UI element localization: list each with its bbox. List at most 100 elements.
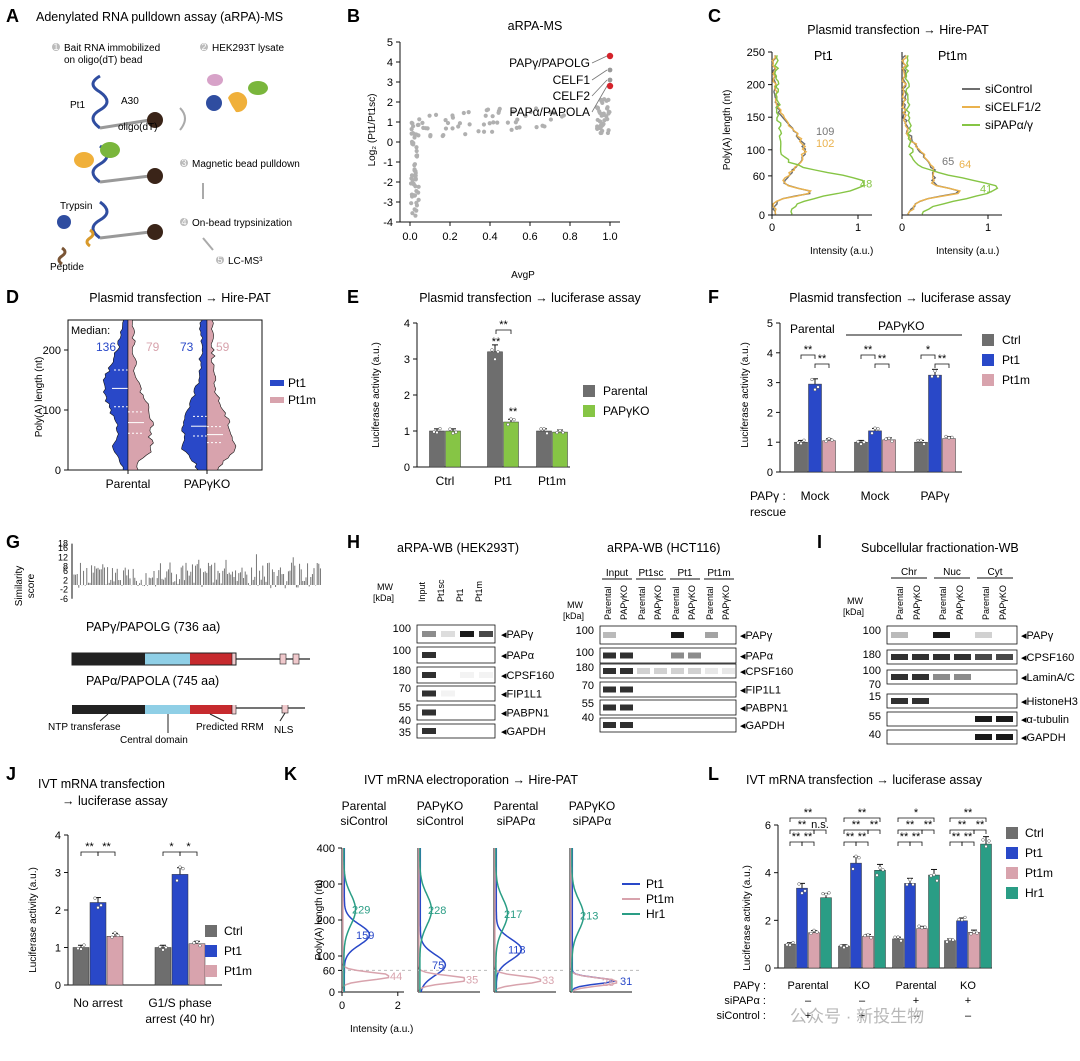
replicate-dot: [856, 440, 860, 444]
protein-icon: [206, 95, 222, 111]
legend-label: Pt1m: [646, 892, 674, 906]
replicate-dot: [987, 839, 991, 843]
bar-Parental: [429, 430, 445, 468]
sig-bracket: [909, 841, 923, 846]
blot-strip: [886, 693, 1018, 709]
y-tick-label: 4: [55, 830, 61, 842]
replicate-dot: [957, 917, 961, 922]
violin-Pt1m: [127, 319, 154, 471]
peak-label: 48: [860, 179, 872, 191]
replicate-dot: [788, 943, 792, 947]
band: [620, 686, 633, 693]
data-point: [485, 107, 491, 112]
band: [620, 668, 633, 674]
band: [441, 690, 455, 697]
lane-label: Parental: [671, 586, 681, 620]
y-tick-label: 100: [747, 145, 765, 157]
data-point: [517, 125, 522, 130]
replicate-dot: [893, 935, 897, 939]
profile-line-Hr1: [571, 848, 585, 992]
subplot-title: siControl: [416, 814, 463, 828]
peak-label: 44: [390, 971, 402, 983]
replicate-dot: [821, 891, 825, 896]
sig-bracket: [843, 817, 881, 822]
blot-strip: [416, 704, 496, 721]
replicate-dot: [509, 417, 513, 421]
data-point: [463, 132, 468, 137]
x-tick-label: 0: [339, 1000, 345, 1012]
panel-h-plot: Input Pt1sc Pt1 Pt1m ◂PAPγ ◂PAPα ◂CPSF160 ◂FIP1…: [393, 568, 794, 739]
median-label: Median:: [71, 325, 110, 337]
profile-line-Hr1: [495, 848, 509, 992]
row-value: +: [859, 1010, 865, 1022]
replicate-dot: [113, 931, 117, 935]
data-point: [481, 129, 487, 134]
bar-Pt1: [89, 902, 107, 986]
y-tick-label: 3: [387, 77, 393, 89]
replicate-dot: [839, 944, 843, 948]
data-point: [450, 115, 456, 120]
replicate-dot: [866, 933, 870, 937]
annotation-label: CELF1: [553, 73, 591, 87]
group-label: Parental: [790, 322, 835, 336]
replicate-dot: [963, 915, 967, 920]
mw-marker: 180: [576, 662, 594, 674]
profile-line-siPAPα/γ: [904, 55, 999, 215]
group-label: Chr: [901, 567, 918, 578]
y-tick-label: -2: [60, 585, 68, 595]
row-label: siControl :: [716, 1010, 766, 1022]
band: [603, 722, 616, 728]
y-tick-label: 4: [387, 57, 393, 69]
panel-g-ylabel-2: score: [26, 573, 37, 598]
arrow-icon: [179, 107, 186, 131]
x-tick-label: Ctrl: [436, 474, 455, 488]
replicate-dot: [911, 882, 915, 887]
sig-bracket: [920, 354, 936, 359]
bar-Pt1m: [106, 936, 124, 986]
band: [603, 652, 616, 659]
panel-d-chart: D Plasmid transfection → Hire-PAT Poly(A…: [6, 287, 316, 491]
legend-label: siControl: [985, 82, 1032, 96]
peptide-icon: [85, 228, 95, 248]
sig-label: **: [858, 807, 867, 819]
annotation-leader: [591, 69, 608, 81]
sig-label: *: [926, 344, 931, 356]
blot-strip: [599, 717, 737, 733]
data-point: [551, 110, 557, 116]
lane-label: PAPγKO: [998, 585, 1008, 620]
row-value: –: [965, 1010, 972, 1022]
highlight-point: [607, 77, 613, 83]
y-tick-label: 1: [767, 437, 773, 449]
y-tick-label: 2: [765, 915, 771, 927]
panel-l-title: IVT mRNA transfection → luciferase assay: [746, 773, 983, 787]
panel-e-letter: E: [347, 287, 359, 307]
y-tick-label: -6: [60, 594, 68, 604]
x-tick-label: 0.2: [442, 231, 457, 243]
sig-label: **: [964, 807, 973, 819]
bait-rna-icon: [91, 74, 109, 130]
blot-strip: [599, 663, 737, 679]
rrm-domain-2: [190, 702, 232, 714]
data-point: [409, 201, 414, 206]
blot-strip: [416, 723, 496, 739]
bead-icon: [147, 224, 163, 240]
data-point: [601, 112, 606, 118]
replicate-dot: [922, 442, 926, 446]
rescue-label-2: rescue: [750, 505, 786, 519]
row-value: +: [913, 995, 919, 1007]
panel-g: G Similarity score 18 16 12 8 6 2 -2 -6 PAPγ/PA…: [0, 530, 345, 705]
panel-b-plot: -4 -3 -2 -1 0 1 2 3 4 5 0.0 0.2 0.4 0.6 0.8 1.0 PAPγ/PAP…: [383, 37, 620, 243]
replicate-dot: [512, 418, 516, 422]
sig-bracket: [949, 817, 987, 822]
peak-label: 102: [816, 138, 834, 150]
replicate-dot: [944, 434, 948, 439]
mw-marker: 55: [582, 698, 594, 710]
legend-label: siCELF1/2: [985, 100, 1041, 114]
replicate-dot: [791, 940, 795, 945]
poly-a-tail-icon: [99, 174, 151, 184]
sig-label: **: [804, 344, 813, 356]
y-tick-label: 3: [404, 354, 410, 366]
profile-line-Hr1: [343, 848, 357, 992]
panel-a-diagram: A Adenylated RNA pulldown assay (aRPA)-M…: [6, 6, 300, 273]
data-point: [595, 126, 600, 132]
